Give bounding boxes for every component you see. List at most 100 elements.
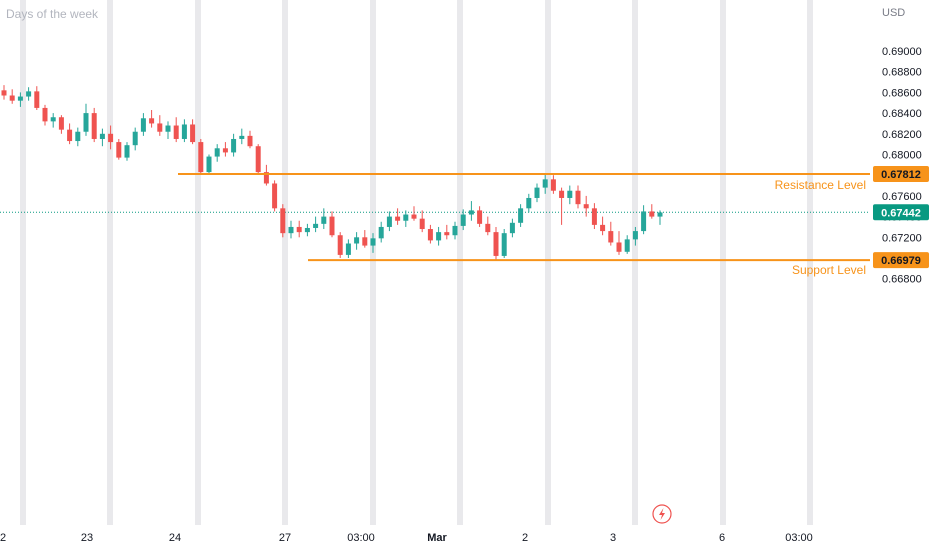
candle <box>296 220 302 238</box>
candle <box>485 216 491 236</box>
candle <box>354 232 360 250</box>
session-band <box>632 0 638 525</box>
candle <box>477 206 483 227</box>
candle <box>67 123 73 145</box>
y-axis: 0.69000 0.68800 0.68600 0.68400 0.68200 0.680… <box>882 46 922 286</box>
candle <box>124 142 130 161</box>
candle <box>444 224 450 240</box>
x-axis: 2 23 24 27 03:00 Mar 2 3 6 03:00 <box>0 532 813 544</box>
session-band <box>807 0 813 525</box>
candle <box>190 119 196 145</box>
candle <box>321 208 327 230</box>
candle <box>526 193 532 213</box>
candle <box>378 221 384 243</box>
candle <box>460 209 466 231</box>
candle <box>255 144 261 175</box>
candle <box>501 229 507 258</box>
candle <box>575 185 581 209</box>
x-tick-label: 23 <box>81 532 93 544</box>
y-tick-label: 0.68000 <box>882 150 922 162</box>
candle <box>386 211 392 232</box>
candle <box>411 206 417 221</box>
x-tick-label: Mar <box>427 532 447 544</box>
candle <box>329 211 335 238</box>
candle <box>427 224 433 244</box>
x-tick-label: 03:00 <box>347 532 375 544</box>
candle <box>493 226 499 261</box>
candle <box>206 154 212 175</box>
last-price-tag: 0.67442 <box>873 204 929 221</box>
resistance-label: Resistance Level <box>775 178 866 192</box>
candle <box>58 115 64 134</box>
y-tick-label: 0.66800 <box>882 274 922 286</box>
candle <box>239 128 245 145</box>
y-tick-label: 0.68200 <box>882 129 922 141</box>
y-tick-label: 0.69000 <box>882 46 922 58</box>
candle <box>567 185 573 205</box>
candle <box>362 230 368 248</box>
candle <box>583 195 589 217</box>
session-band <box>195 0 201 525</box>
candle <box>222 142 228 157</box>
lightning-icon[interactable] <box>652 504 672 524</box>
candle <box>304 223 310 237</box>
candle <box>26 87 32 101</box>
candle <box>75 127 81 147</box>
candle <box>518 204 524 227</box>
candle <box>591 203 597 230</box>
last-price-value: 0.67442 <box>881 207 921 219</box>
support-price-value: 0.66979 <box>881 255 921 267</box>
candle <box>616 231 622 255</box>
y-tick-label: 0.68400 <box>882 108 922 120</box>
candle <box>632 226 638 246</box>
candle <box>288 220 294 239</box>
support-label: Support Level <box>792 263 866 277</box>
x-tick-label: 2 <box>522 532 528 544</box>
candle <box>157 115 163 136</box>
candle <box>34 86 40 110</box>
candle <box>91 107 97 143</box>
y-tick-label: 0.68600 <box>882 87 922 99</box>
candle <box>1 85 7 100</box>
resistance-price-tag: 0.67812 <box>873 165 929 182</box>
session-band <box>457 0 463 525</box>
x-tick-label: 6 <box>719 532 725 544</box>
x-tick-label: 2 <box>0 532 6 544</box>
x-tick-label: 27 <box>279 532 291 544</box>
candle <box>198 138 204 175</box>
session-band <box>370 0 376 525</box>
session-band <box>107 0 113 525</box>
session-band <box>720 0 726 525</box>
resistance-price-value: 0.67812 <box>881 169 921 181</box>
candle <box>436 226 442 246</box>
candle <box>452 221 458 240</box>
candle <box>50 113 56 128</box>
candle <box>132 127 138 151</box>
x-tick-label: 03:00 <box>785 532 813 544</box>
session-band <box>282 0 288 525</box>
candle <box>214 144 220 162</box>
candle <box>468 201 474 221</box>
y-tick-label: 0.67200 <box>882 232 922 244</box>
candle <box>542 174 548 194</box>
candle <box>550 175 556 194</box>
candle <box>657 210 663 225</box>
candle <box>509 218 515 238</box>
candle <box>559 187 565 225</box>
candle <box>99 128 105 147</box>
candle <box>165 121 171 139</box>
candle <box>395 208 401 225</box>
candle <box>263 164 269 186</box>
y-tick-label: 0.67600 <box>882 191 922 203</box>
candle <box>181 119 187 143</box>
candle <box>116 138 122 160</box>
candle <box>337 232 343 258</box>
session-band <box>20 0 26 525</box>
candle <box>173 117 179 143</box>
candle <box>370 233 376 253</box>
x-tick-label: 24 <box>169 532 181 544</box>
candle <box>600 216 606 236</box>
session-band <box>545 0 551 525</box>
candle <box>624 235 630 254</box>
